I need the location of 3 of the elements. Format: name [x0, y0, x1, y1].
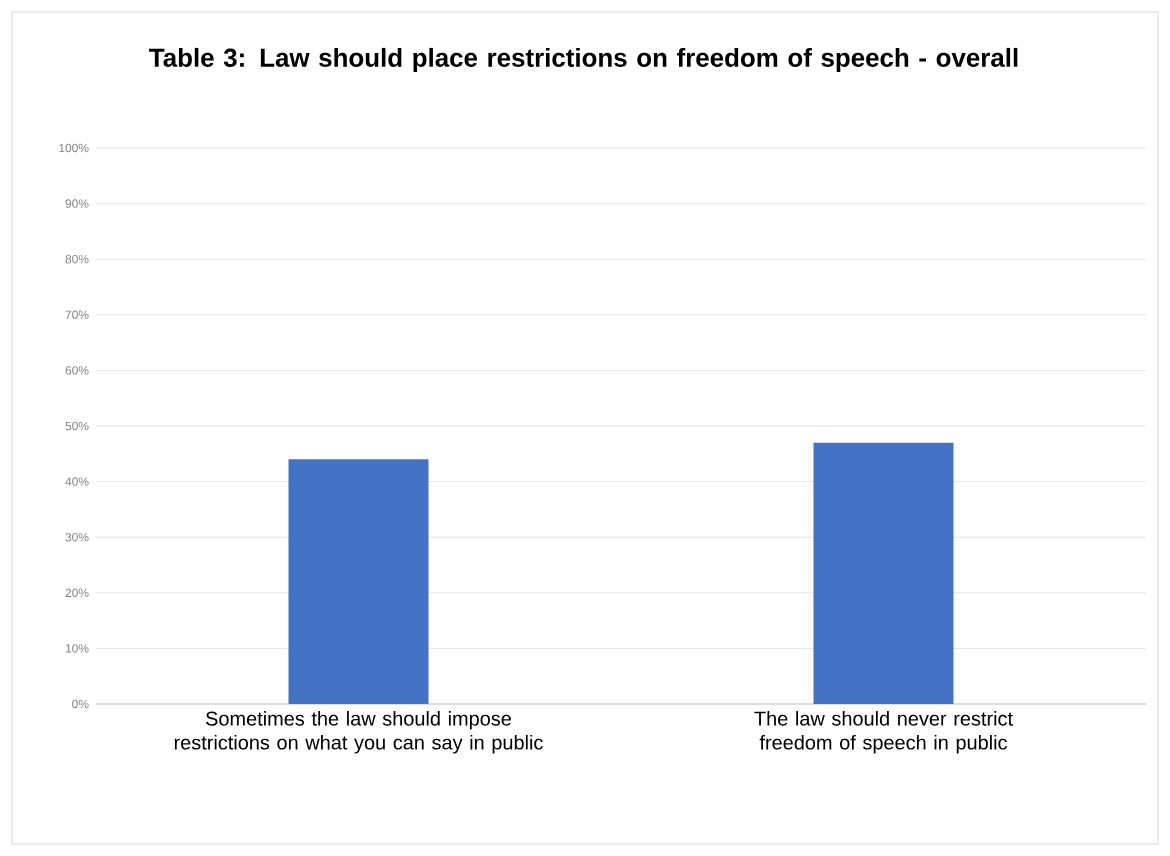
- x-tick-label: Sometimes the law should impose restrictions on what you can say in public: [174, 711, 543, 754]
- x-tick-label: The law should never restrict freedom of speech in public: [754, 711, 1013, 754]
- chart-title: Table 3: Law should place restrictions on freedom of speech - overall: [149, 47, 1018, 73]
